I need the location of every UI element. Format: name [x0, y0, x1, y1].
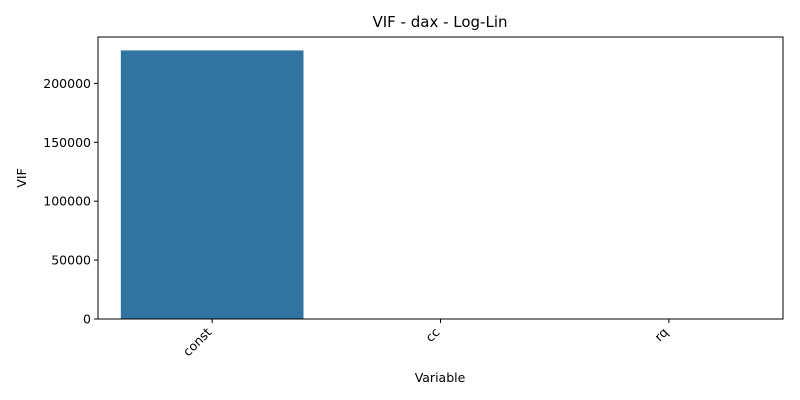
- y-tick-label: 150000: [43, 135, 91, 150]
- x-tick-label-rq: rq: [651, 325, 671, 345]
- y-tick-label: 200000: [43, 76, 91, 91]
- plot-frame: [97, 36, 784, 320]
- chart-title: VIF - dax - Log-Lin: [372, 13, 507, 31]
- y-axis-ticks: 0 50000 100000 150000 200000: [43, 76, 98, 327]
- x-axis-ticks: const cc rq: [180, 319, 671, 359]
- y-tick-label: 100000: [43, 194, 91, 209]
- bars-group: [120, 50, 761, 320]
- y-tick-label: 50000: [51, 253, 91, 268]
- y-tick-label: 0: [83, 312, 91, 327]
- x-tick-label-cc: cc: [422, 324, 442, 344]
- x-tick-label-const: const: [180, 324, 215, 359]
- bar-const: [120, 50, 304, 320]
- x-axis-label: Variable: [415, 370, 466, 385]
- y-axis-label: VIF: [14, 168, 29, 187]
